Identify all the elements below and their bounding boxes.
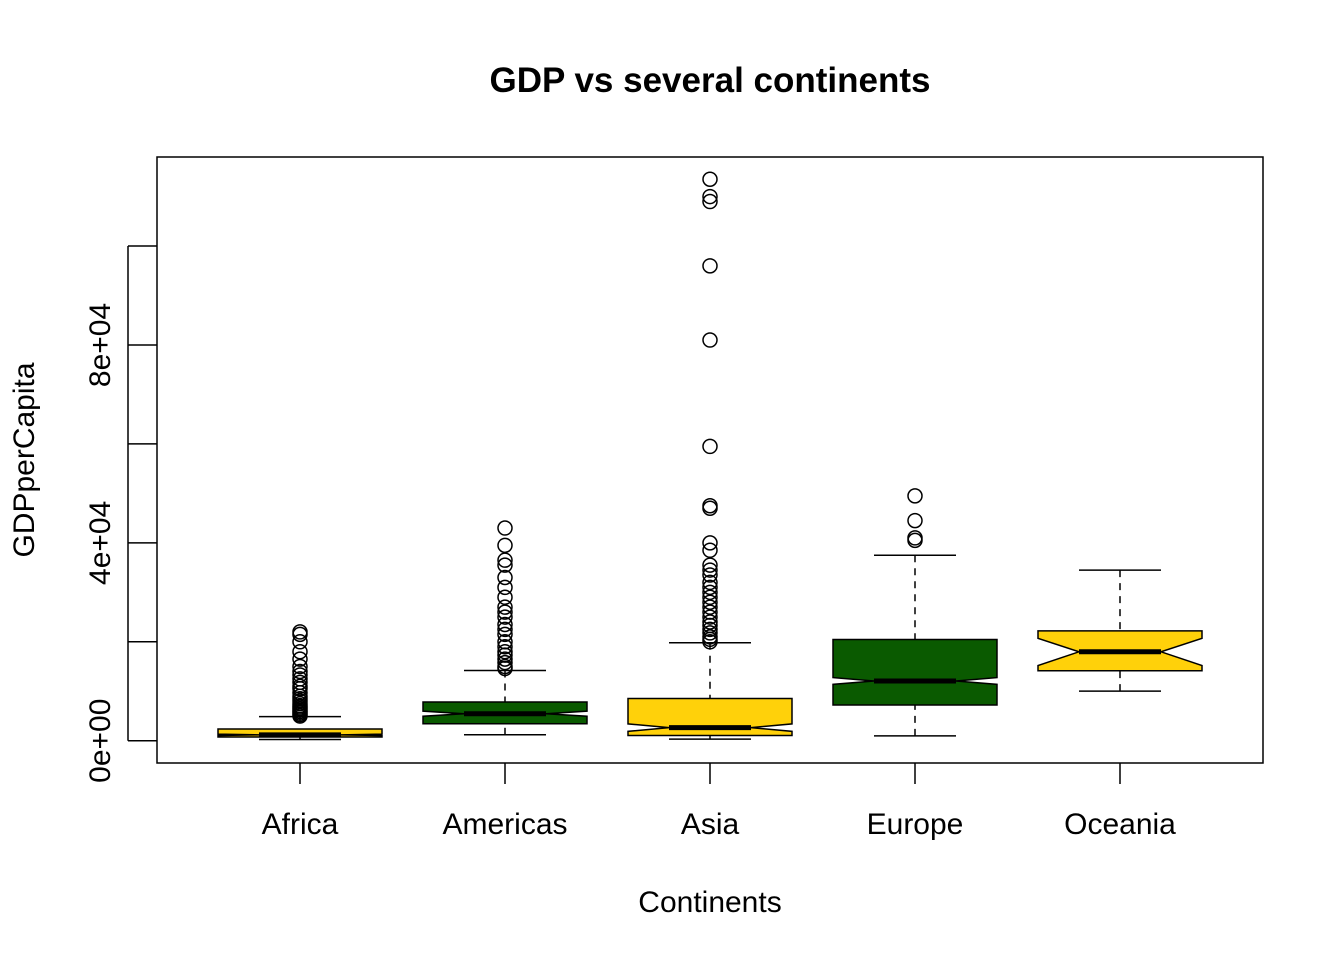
outlier-point (702, 557, 718, 573)
outlier-point (292, 671, 308, 687)
outlier-point (497, 537, 513, 554)
outlier-point (702, 188, 718, 205)
outlier-point (702, 609, 718, 625)
outlier-point (702, 574, 718, 591)
box-americas (422, 520, 588, 736)
outlier-point (292, 674, 308, 691)
x-tick-label: Europe (867, 808, 964, 841)
outlier-point (702, 629, 718, 645)
boxes-layer (217, 171, 1203, 741)
outlier-point (702, 193, 718, 210)
outlier-point (702, 542, 718, 559)
box-oceania (1037, 569, 1203, 692)
outlier-point (497, 552, 513, 568)
outlier-point (702, 438, 718, 455)
outlier-point (497, 609, 513, 625)
outlier-point (292, 678, 308, 695)
y-axis-label: GDPperCapita (8, 362, 41, 557)
outlier-point (292, 663, 308, 680)
outlier-point (497, 621, 513, 638)
outlier-point (702, 567, 718, 583)
x-tick-label: Oceania (1064, 808, 1176, 841)
outlier-point (292, 643, 308, 660)
chart-title: GDP vs several continents (490, 61, 931, 100)
y-tick-label: 8e+04 (84, 303, 117, 387)
outlier-point (292, 624, 308, 640)
box-europe (832, 488, 998, 737)
outlier-point (497, 589, 513, 606)
outlier-point (702, 258, 718, 274)
outlier-point (702, 562, 718, 578)
x-tick-label: Africa (262, 808, 339, 841)
outlier-point (702, 625, 718, 641)
outlier-point (702, 332, 718, 348)
outlier-point (702, 594, 718, 610)
outlier-point (497, 634, 513, 650)
x-tick-label: Asia (681, 808, 740, 841)
outlier-point (702, 604, 718, 620)
box-body (832, 638, 998, 706)
outlier-point (497, 616, 513, 633)
outlier-point (497, 638, 513, 655)
outlier-point (702, 584, 718, 601)
outlier-point (907, 530, 923, 546)
outlier-point (497, 569, 513, 586)
outlier-point (497, 579, 513, 596)
box-africa (217, 624, 383, 741)
outlier-point (497, 654, 513, 671)
outlier-point (907, 488, 923, 504)
outlier-point (702, 498, 718, 514)
outlier-point (702, 614, 718, 630)
y-axis: 0e+00 4e+04 8e+04 (84, 245, 157, 783)
outlier-point (497, 520, 513, 536)
outlier-point (292, 658, 308, 675)
box-asia (627, 171, 793, 740)
outlier-point (702, 171, 718, 188)
x-axis: Africa Americas Asia Europe Oceania (262, 763, 1176, 841)
y-tick-label: 0e+00 (84, 699, 117, 783)
outlier-point (702, 579, 718, 596)
outlier-point (702, 589, 718, 606)
outlier-point (497, 599, 513, 615)
outlier-point (497, 651, 513, 667)
outlier-point (292, 634, 308, 650)
outlier-point (497, 658, 513, 675)
outlier-point (907, 512, 923, 529)
x-axis-label: Continents (638, 886, 781, 919)
outlier-point (702, 535, 718, 551)
outlier-point (292, 667, 308, 683)
outlier-point (702, 599, 718, 615)
outlier-point (497, 604, 513, 620)
outlier-point (497, 557, 513, 573)
x-tick-label: Americas (442, 808, 567, 841)
outlier-point (702, 621, 718, 638)
outlier-point (292, 651, 308, 667)
outlier-point (497, 626, 513, 643)
outlier-point (497, 643, 513, 660)
y-tick-label: 4e+04 (84, 501, 117, 585)
